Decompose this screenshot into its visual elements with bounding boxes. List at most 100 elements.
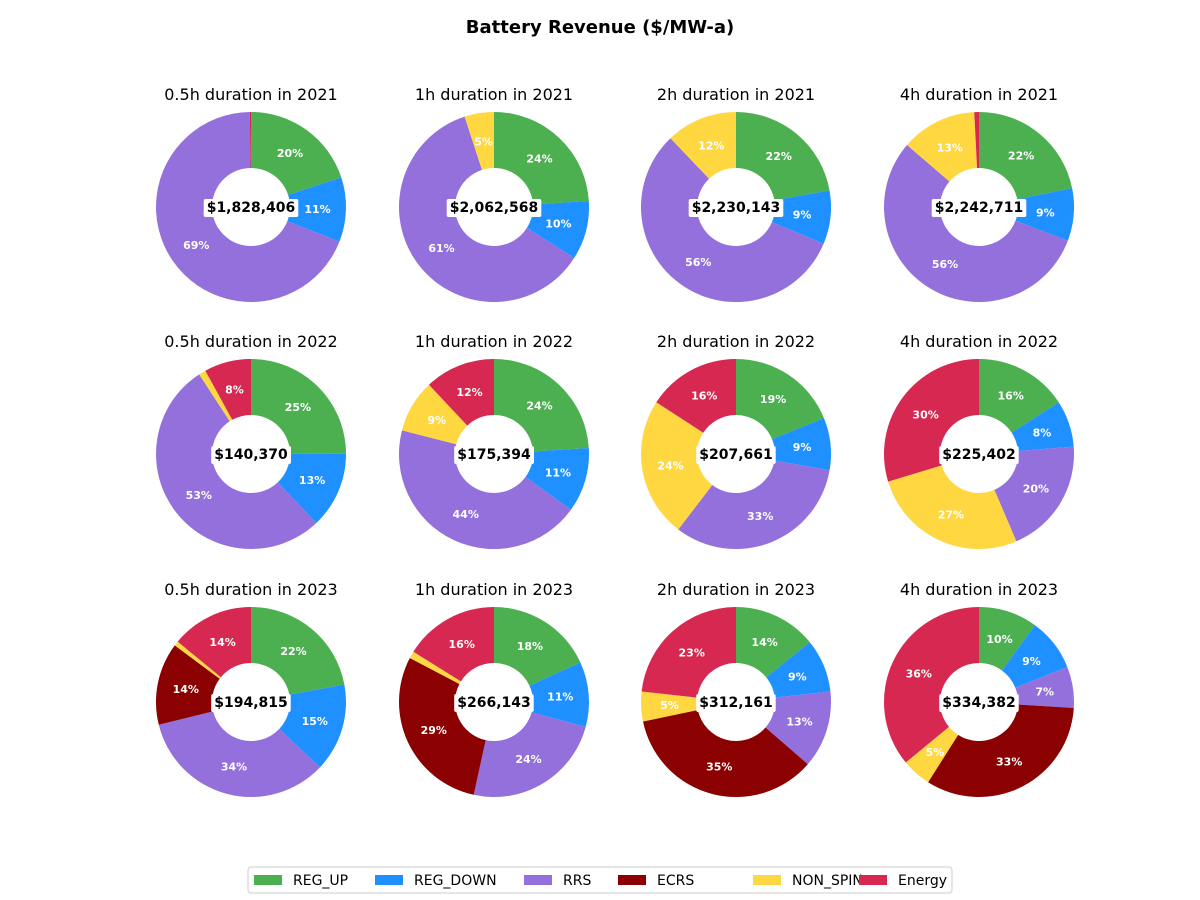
slice-energy — [177, 607, 251, 678]
donut-chart: 4h duration in 2021 22% 9% 56% 13% $2,242,711 — [884, 85, 1075, 302]
total-label-box — [696, 446, 776, 464]
legend-label-reg-down: REG_DOWN — [414, 873, 497, 889]
slice-label-energy: 14% — [209, 636, 235, 649]
slice-label-rrs: 13% — [786, 716, 812, 729]
slice-energy — [641, 607, 736, 698]
donut-total: $207,661 — [699, 447, 773, 463]
slice-ecrs — [399, 658, 486, 795]
slice-rrs — [1015, 667, 1074, 708]
legend-label-non-spin: NON_SPIN — [792, 873, 863, 889]
legend-frame — [247, 866, 953, 894]
donut-total: $140,370 — [214, 447, 288, 463]
slice-non-spin — [199, 370, 233, 422]
slice-rrs — [473, 712, 586, 798]
slice-rrs — [884, 145, 1068, 302]
slice-reg-down — [526, 201, 589, 258]
donut-total: $312,161 — [699, 695, 773, 711]
donut-title: 2h duration in 2021 — [657, 85, 815, 104]
slice-non-spin — [906, 112, 978, 182]
slice-label-rrs: 56% — [932, 258, 958, 271]
slice-reg-up — [494, 607, 581, 686]
slice-reg-up — [736, 112, 830, 201]
total-label-box — [446, 199, 542, 217]
slice-label-rrs: 44% — [453, 508, 479, 521]
donut-total: $1,828,406 — [207, 200, 296, 216]
legend-swatch-reg-up — [254, 875, 282, 885]
slice-label-reg-up: 20% — [277, 147, 303, 160]
slice-label-rrs: 34% — [221, 760, 247, 773]
slice-label-reg-down: 9% — [1022, 655, 1041, 668]
slice-label-reg-down: 9% — [1036, 206, 1055, 219]
donut-chart: 2h duration in 2023 14% 9% 13% 35% 5% 23% $312,… — [641, 580, 831, 798]
slice-label-reg-up: 14% — [751, 636, 777, 649]
slice-label-energy: 16% — [691, 390, 717, 403]
figure-title: Battery Revenue ($/MW-a) — [466, 17, 734, 38]
slice-rrs — [640, 138, 824, 303]
slice-rrs — [398, 116, 575, 303]
slice-label-energy: 8% — [225, 384, 244, 397]
slice-reg-down — [525, 448, 589, 510]
slice-energy — [428, 359, 494, 426]
slice-label-non-spin: 12% — [698, 139, 724, 152]
slice-label-rrs: 7% — [1035, 686, 1054, 699]
slice-label-reg-up: 22% — [1008, 150, 1034, 163]
slice-reg-down — [772, 417, 831, 471]
slice-label-energy: 16% — [449, 638, 475, 651]
total-label-box — [211, 694, 291, 712]
donut-total: $175,394 — [457, 447, 531, 463]
slice-energy — [974, 112, 979, 169]
total-label-box — [939, 694, 1019, 712]
donut-total: $266,143 — [457, 695, 531, 711]
donut-chart: 1h duration in 2022 24% 11% 44% 9% 12% $175,39… — [398, 332, 589, 550]
slice-label-reg-down: 11% — [545, 467, 571, 480]
donut-chart: 2h duration in 2022 19% 9% 33% 24% 16% $207,66… — [641, 332, 831, 549]
total-label-box — [454, 694, 534, 712]
slice-non-spin — [670, 112, 736, 179]
slice-ecrs — [156, 645, 220, 725]
donut-total: $194,815 — [214, 695, 288, 711]
slice-label-reg-up: 24% — [526, 400, 552, 413]
slice-reg-down — [277, 453, 347, 523]
slice-non-spin — [905, 726, 959, 783]
slice-label-rrs: 24% — [515, 753, 541, 766]
slice-label-non-spin: 24% — [657, 459, 683, 472]
donut-total: $2,230,143 — [692, 200, 781, 216]
donut-chart: 2h duration in 2021 22% 9% 56% 12% $2,230,143 — [640, 85, 832, 303]
slice-label-reg-up: 24% — [526, 153, 552, 166]
slice-label-reg-down: 8% — [1033, 427, 1052, 440]
slice-rrs — [398, 430, 571, 550]
slice-label-reg-down: 9% — [788, 670, 807, 683]
slice-label-energy: 36% — [906, 668, 932, 681]
legend-label-ecrs: ECRS — [657, 873, 694, 889]
donut-chart: 1h duration in 2023 18% 11% 24% 29% 16% $266,1… — [399, 580, 589, 798]
slice-reg-up — [251, 359, 346, 454]
slice-energy — [656, 359, 736, 433]
donut-chart: 0.5h duration in 2022 25% 13% 53% 8% $140,370 — [156, 332, 347, 549]
donut-chart: 0.5h duration in 2021 20% 11% 69% $1,828,406 — [155, 85, 346, 303]
slice-label-non-spin: 9% — [427, 414, 446, 427]
slice-label-rrs: 56% — [685, 256, 711, 269]
slice-label-non-spin: 5% — [474, 135, 493, 148]
slice-label-reg-down: 9% — [793, 441, 812, 454]
slice-label-energy: 30% — [912, 408, 938, 421]
slice-non-spin — [641, 402, 713, 530]
donut-title: 1h duration in 2021 — [415, 85, 573, 104]
legend-label-rrs: RRS — [563, 873, 591, 889]
donut-title: 1h duration in 2022 — [415, 332, 573, 351]
slice-rrs — [156, 374, 317, 549]
donut-title: 4h duration in 2022 — [900, 332, 1058, 351]
slice-label-non-spin: 5% — [660, 699, 679, 712]
donut-total: $334,382 — [942, 695, 1016, 711]
slice-non-spin — [401, 384, 468, 445]
slice-label-reg-up: 16% — [998, 390, 1024, 403]
slice-label-ecrs: 14% — [173, 683, 199, 696]
slice-label-rrs: 33% — [747, 510, 773, 523]
slice-label-rrs: 61% — [428, 242, 454, 255]
slice-label-rrs: 20% — [1023, 482, 1049, 495]
slice-reg-up — [251, 607, 345, 695]
slice-energy — [883, 607, 979, 763]
legend-swatch-rrs — [524, 875, 552, 885]
slice-reg-down — [1001, 625, 1068, 688]
slice-reg-down — [771, 190, 832, 244]
